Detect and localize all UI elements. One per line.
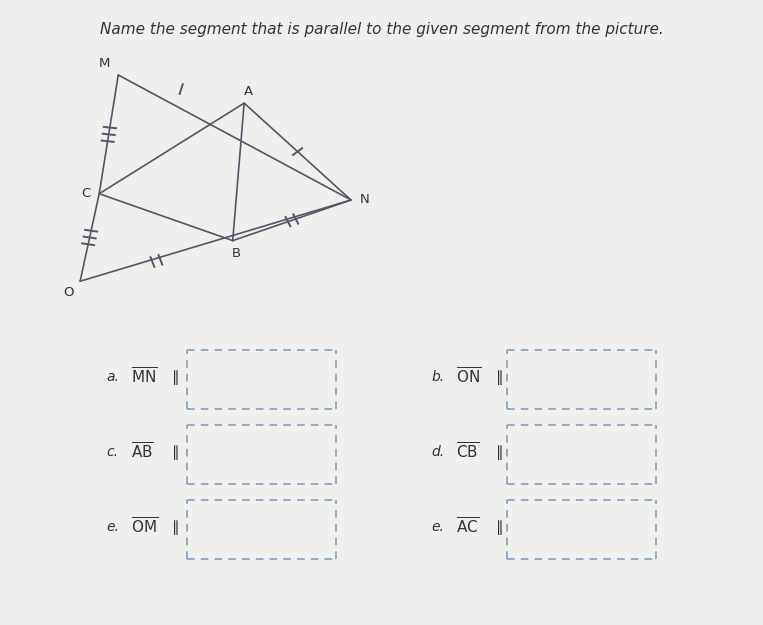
Text: a.: a. <box>107 369 120 384</box>
Text: $\overline{\mathrm{CB}}$: $\overline{\mathrm{CB}}$ <box>456 441 478 462</box>
Text: ∥: ∥ <box>172 370 179 385</box>
Text: O: O <box>63 286 74 299</box>
Text: d.: d. <box>431 444 444 459</box>
Text: e.: e. <box>431 519 444 534</box>
Text: C: C <box>81 188 90 200</box>
Text: ∥: ∥ <box>496 370 504 385</box>
Text: $\overline{\mathrm{OM}}$: $\overline{\mathrm{OM}}$ <box>131 516 159 537</box>
Text: e.: e. <box>107 519 120 534</box>
Text: $\overline{\mathrm{AC}}$: $\overline{\mathrm{AC}}$ <box>456 516 478 537</box>
Text: $\overline{\mathrm{MN}}$: $\overline{\mathrm{MN}}$ <box>131 366 158 387</box>
Text: $\overline{\mathrm{AB}}$: $\overline{\mathrm{AB}}$ <box>131 441 154 462</box>
Text: N: N <box>360 194 369 206</box>
Text: Name the segment that is parallel to the given segment from the picture.: Name the segment that is parallel to the… <box>100 22 663 37</box>
Text: ∥: ∥ <box>496 445 504 460</box>
Text: b.: b. <box>431 369 444 384</box>
Text: c.: c. <box>107 444 119 459</box>
Text: $\overline{\mathrm{ON}}$: $\overline{\mathrm{ON}}$ <box>456 366 481 387</box>
Text: M: M <box>99 58 110 70</box>
Text: ∥: ∥ <box>172 520 179 535</box>
Text: A: A <box>243 86 253 98</box>
Text: B: B <box>232 247 241 259</box>
Text: ∥: ∥ <box>172 445 179 460</box>
Text: ∥: ∥ <box>496 520 504 535</box>
